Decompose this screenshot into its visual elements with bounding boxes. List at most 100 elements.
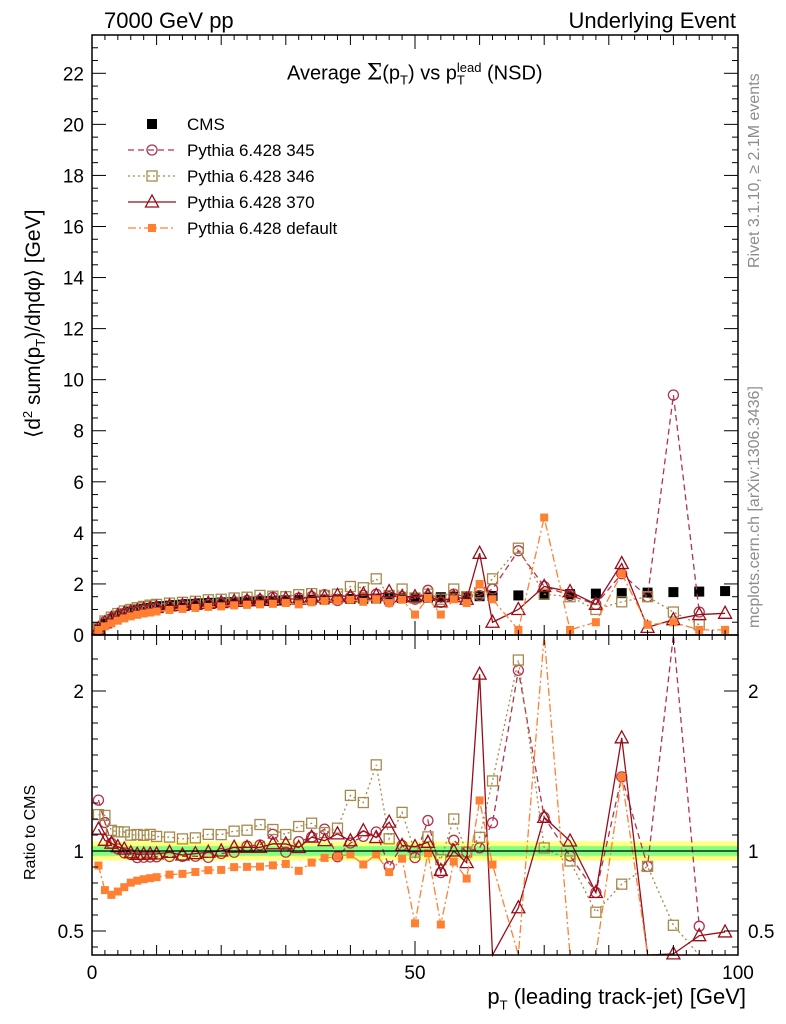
point-pdef <box>449 595 458 604</box>
point-pdef <box>398 595 407 604</box>
ratio-line-p346 <box>98 659 700 956</box>
point-p345 <box>667 389 680 401</box>
point-cms <box>720 586 731 597</box>
point-pdef <box>346 595 355 604</box>
point-p370 <box>472 544 488 559</box>
point-cms <box>384 593 395 604</box>
ratio-point-p345 <box>693 920 705 932</box>
title-sigma: Σ <box>366 60 383 86</box>
point-p346 <box>641 591 654 603</box>
ratio-point-p370 <box>562 832 578 847</box>
ratio-point-p370 <box>588 884 604 899</box>
ratio-point-p346 <box>176 833 189 845</box>
ratio-point-p370 <box>252 839 268 854</box>
ratio-point-p345 <box>422 814 434 827</box>
ratio-point-p346 <box>138 829 150 841</box>
series-p370 <box>90 544 733 960</box>
y-tick-label: 10 <box>63 371 84 392</box>
x-tick-label: 100 <box>722 963 754 984</box>
series-pdef <box>94 513 730 956</box>
ratio-point-p370 <box>116 840 132 855</box>
xlabel-sub: T <box>499 997 508 1013</box>
point-pdef <box>152 607 161 616</box>
ratio-point-p346 <box>125 829 137 841</box>
point-cms <box>590 588 601 599</box>
point-cms <box>183 599 194 610</box>
ratio-point-p370 <box>97 831 113 846</box>
ratio-point-p370 <box>278 835 294 850</box>
ratio-point-p370 <box>316 832 333 847</box>
y-tick-label: 8 <box>73 422 84 443</box>
legend-marker-cms <box>147 119 157 129</box>
ratio-point-p345 <box>92 794 105 806</box>
point-p370 <box>433 593 449 608</box>
ratio-point-p370 <box>342 832 358 847</box>
point-pdef <box>566 625 575 634</box>
ratio-y-tick-label-right: 1 <box>748 842 759 863</box>
point-pdef <box>94 625 103 634</box>
ratio-point-pdef <box>449 857 458 866</box>
ratio-point-p345 <box>280 846 292 858</box>
point-pdef <box>488 595 497 604</box>
ratio-point-p370 <box>291 839 307 854</box>
ratio-point-p370 <box>420 833 436 848</box>
ratio-point-p346 <box>189 832 202 844</box>
point-pdef <box>281 599 290 608</box>
ratio-point-p346 <box>99 809 111 822</box>
ratio-point-p346 <box>118 826 130 838</box>
ratio-point-p370 <box>123 844 139 859</box>
point-p346 <box>344 580 357 593</box>
title-suffix: (NSD) <box>481 62 543 85</box>
ratio-point-p346 <box>512 654 525 666</box>
point-cms <box>616 588 627 599</box>
ratio-point-pdef <box>333 852 342 861</box>
ratio-point-pdef <box>178 869 187 878</box>
point-cms <box>474 591 485 602</box>
ratio-point-pdef <box>204 866 213 875</box>
point-pdef <box>475 579 484 588</box>
ratio-point-p346 <box>131 828 143 841</box>
ratio-point-p370 <box>174 846 191 861</box>
legend-label-pdef: Pythia 6.428 default <box>187 219 338 238</box>
point-p370 <box>562 583 578 598</box>
point-cms <box>513 590 524 601</box>
ratio-point-pdef <box>398 854 407 863</box>
point-pdef <box>372 595 381 604</box>
ratio-point-pdef <box>133 876 142 885</box>
legend: CMS Pythia 6.428 345 Pythia 6.428 346 Pythi… <box>128 115 338 238</box>
point-p346 <box>396 583 408 595</box>
point-pdef <box>436 610 445 619</box>
ratio-point-pdef <box>359 860 368 869</box>
ratio-point-p370 <box>213 842 229 857</box>
point-pdef <box>133 610 142 619</box>
ratio-point-pdef <box>94 861 103 870</box>
ratio-point-p346 <box>473 831 486 843</box>
point-pdef <box>617 569 626 578</box>
ratio-point-pdef <box>462 874 471 883</box>
ratio-point-p345 <box>331 851 344 863</box>
point-pdef <box>294 600 303 609</box>
ratio-point-pdef <box>152 873 161 882</box>
ratio-point-pdef <box>191 867 200 876</box>
ratio-point-p345 <box>99 816 111 829</box>
ratio-point-p370 <box>265 835 281 850</box>
ratio-point-p346 <box>215 828 227 841</box>
ratio-point-p370 <box>329 825 346 840</box>
point-pdef <box>423 593 432 602</box>
ratio-point-p370 <box>691 927 707 942</box>
ratio-point-p346 <box>144 828 156 841</box>
point-pdef <box>191 603 200 612</box>
xlabel-a: p <box>487 984 500 1009</box>
y-tick-label: 18 <box>63 166 84 187</box>
point-pdef <box>669 618 678 627</box>
ratio-point-pdef <box>255 862 264 871</box>
ratio-point-p346 <box>318 826 331 839</box>
ratio-point-p370 <box>239 838 255 853</box>
series-layer <box>90 389 733 960</box>
ratio-point-p346 <box>112 826 124 838</box>
x-axis-label: pT (leading track-jet) [GeV] <box>487 984 746 1012</box>
ratio-point-p370 <box>381 813 397 828</box>
ratio-point-p346 <box>202 828 214 841</box>
point-pdef <box>107 619 116 628</box>
ratio-point-p346 <box>486 775 499 787</box>
